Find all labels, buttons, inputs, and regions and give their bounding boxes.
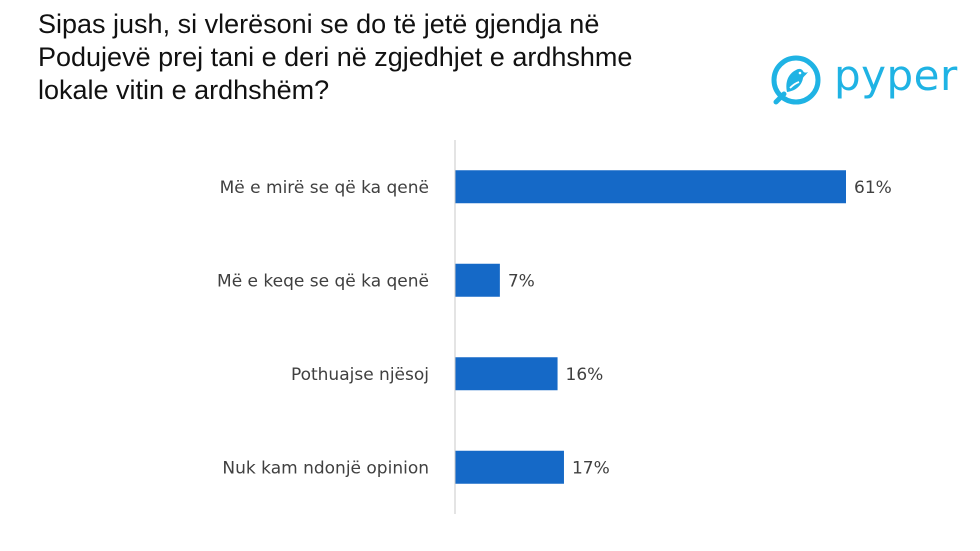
category-label-1: Më e keqe se që ka qenë <box>217 271 429 291</box>
bird-icon <box>771 55 821 105</box>
value-label-2: 16% <box>566 365 604 385</box>
title-line-3: lokale vitin e ardhshëm? <box>38 75 330 105</box>
category-label-0: Më e mirë se që ka qenë <box>220 178 429 198</box>
chart-title: Sipas jush, si vlerësoni se do të jetë g… <box>38 8 738 107</box>
value-label-1: 7% <box>508 271 535 291</box>
title-line-2: Podujevë prej tani e deri në zgjedhjet e… <box>38 42 633 72</box>
bar-1 <box>455 263 500 297</box>
bar-2 <box>455 357 558 391</box>
value-label-3: 17% <box>572 458 610 478</box>
value-label-0: 61% <box>854 178 892 198</box>
bar-3 <box>455 450 564 484</box>
bar-0 <box>455 170 846 204</box>
brand-name: pyper <box>834 51 958 100</box>
pyper-logo: pyper <box>768 52 978 112</box>
category-label-3: Nuk kam ndonjë opinion <box>222 458 429 478</box>
title-line-1: Sipas jush, si vlerësoni se do të jetë g… <box>38 9 600 39</box>
category-label-2: Pothuajse njësoj <box>291 365 429 385</box>
